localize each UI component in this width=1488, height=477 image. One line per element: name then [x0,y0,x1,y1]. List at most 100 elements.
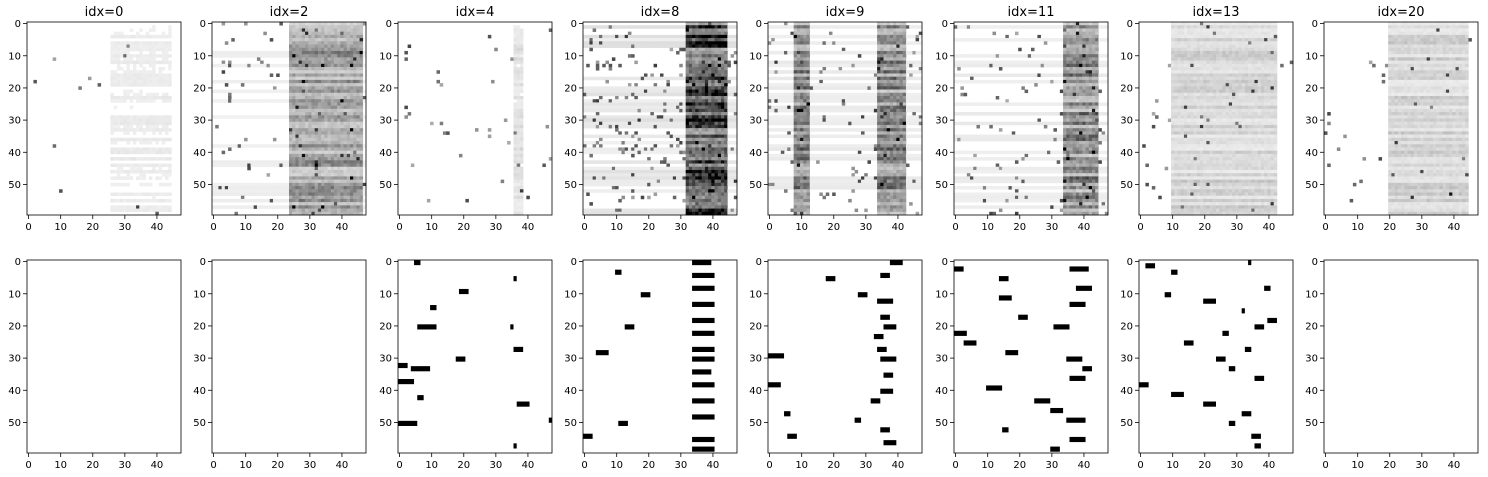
heatmap-cell [346,169,351,174]
heatmap-cell [308,186,312,190]
heatmap-cell [640,102,645,106]
heatmap-cell [337,124,341,129]
heatmap-cell [333,176,338,180]
heatmap-cell [513,141,518,145]
heatmap-cell [669,92,674,97]
heatmap-cell [771,25,775,29]
heatmap-cell [346,173,351,177]
heatmap-cell [589,47,593,52]
heatmap-cell [634,150,638,155]
heatmap-cell [611,166,616,171]
heatmap-cell [627,99,632,103]
heatmap-cell [272,189,277,193]
heatmap-cell [692,124,696,129]
heatmap-cell [618,105,622,110]
heatmap-cell [602,189,606,193]
heatmap-cell [669,182,674,187]
heatmap-cell [295,150,299,155]
y-tick-label: 0 [386,257,392,268]
heatmap-cell [327,173,332,177]
heatmap-cell [717,195,722,200]
heatmap-cell [266,189,271,193]
heatmap-cell [643,182,648,187]
x-tick-label: 40 [707,460,720,471]
heatmap-cell [301,192,306,196]
heatmap-cell [430,121,434,126]
heatmap-cell [717,54,722,58]
heatmap-cell [317,34,322,39]
heatmap-cell [679,173,683,177]
heatmap-cell [269,182,274,187]
heatmap-cell [314,38,319,42]
heatmap-cell [324,44,328,49]
heatmap-cell [321,124,325,129]
heatmap-cell [343,34,348,39]
heatmap-cell [327,166,332,171]
heatmap-cell [311,195,315,200]
heatmap-cell [640,182,645,187]
heatmap-cell [260,198,264,203]
heatmap-cell [295,76,299,81]
heatmap-cell [311,44,315,49]
heatmap-cell [621,160,626,164]
heatmap-cell [663,34,667,39]
heatmap-cell [624,108,629,113]
heatmap-cell [704,50,709,55]
heatmap-cell [343,128,348,132]
heatmap-cell [321,28,325,32]
heatmap-cell [343,153,348,158]
heatmap-cell [714,182,719,187]
heatmap-cell [301,76,306,81]
heatmap-cell [142,83,147,87]
heatmap-cell [317,124,322,129]
heatmap-cell [152,70,156,74]
heatmap-cell [711,73,715,77]
heatmap-cell [292,73,296,77]
y-tick-label: 20 [379,83,392,94]
heatmap-cell [698,105,703,110]
heatmap-cell [711,173,715,177]
heatmap-cell [356,22,360,26]
heatmap-cell [330,115,335,119]
heatmap-cell [717,50,722,55]
heatmap-cell [711,57,715,61]
heatmap-cell [714,131,719,135]
heatmap-cell [311,128,315,132]
heatmap-cell [139,95,143,100]
heatmap-cell [164,121,169,126]
heatmap-cell [317,73,322,77]
heatmap-cell [266,99,271,103]
heatmap-cell [260,189,264,193]
heatmap-cell [631,86,635,90]
heatmap-cell [349,141,354,145]
heatmap-cell [356,176,360,180]
heatmap-cell [513,34,518,39]
heatmap-cell [260,205,264,209]
heatmap-cell [311,63,315,68]
heatmap-cell [676,34,680,39]
heatmap-cell [295,102,299,106]
heatmap-cell [289,83,293,87]
heatmap-cell [126,137,130,142]
heatmap-cell [126,124,130,129]
heatmap-cell [685,76,690,81]
heatmap-cell [321,57,325,61]
heatmap-cell [631,134,635,139]
heatmap-cell [333,128,338,132]
heatmap-cell [155,121,159,126]
heatmap-cell [317,202,322,206]
heatmap-cell [688,57,693,61]
heatmap-cell [679,169,683,174]
heatmap-cell [311,92,315,97]
heatmap-cell [110,60,114,65]
heatmap-cell [314,41,319,45]
heatmap-cell [282,144,287,148]
heatmap-cell [724,179,728,184]
heatmap-cell [228,147,232,151]
heatmap-cell [717,176,722,180]
mask-mark [398,420,418,426]
heatmap-cell [650,105,654,110]
heatmap-cell [333,189,338,193]
heatmap-cell [717,89,722,94]
heatmap-cell [647,211,651,216]
